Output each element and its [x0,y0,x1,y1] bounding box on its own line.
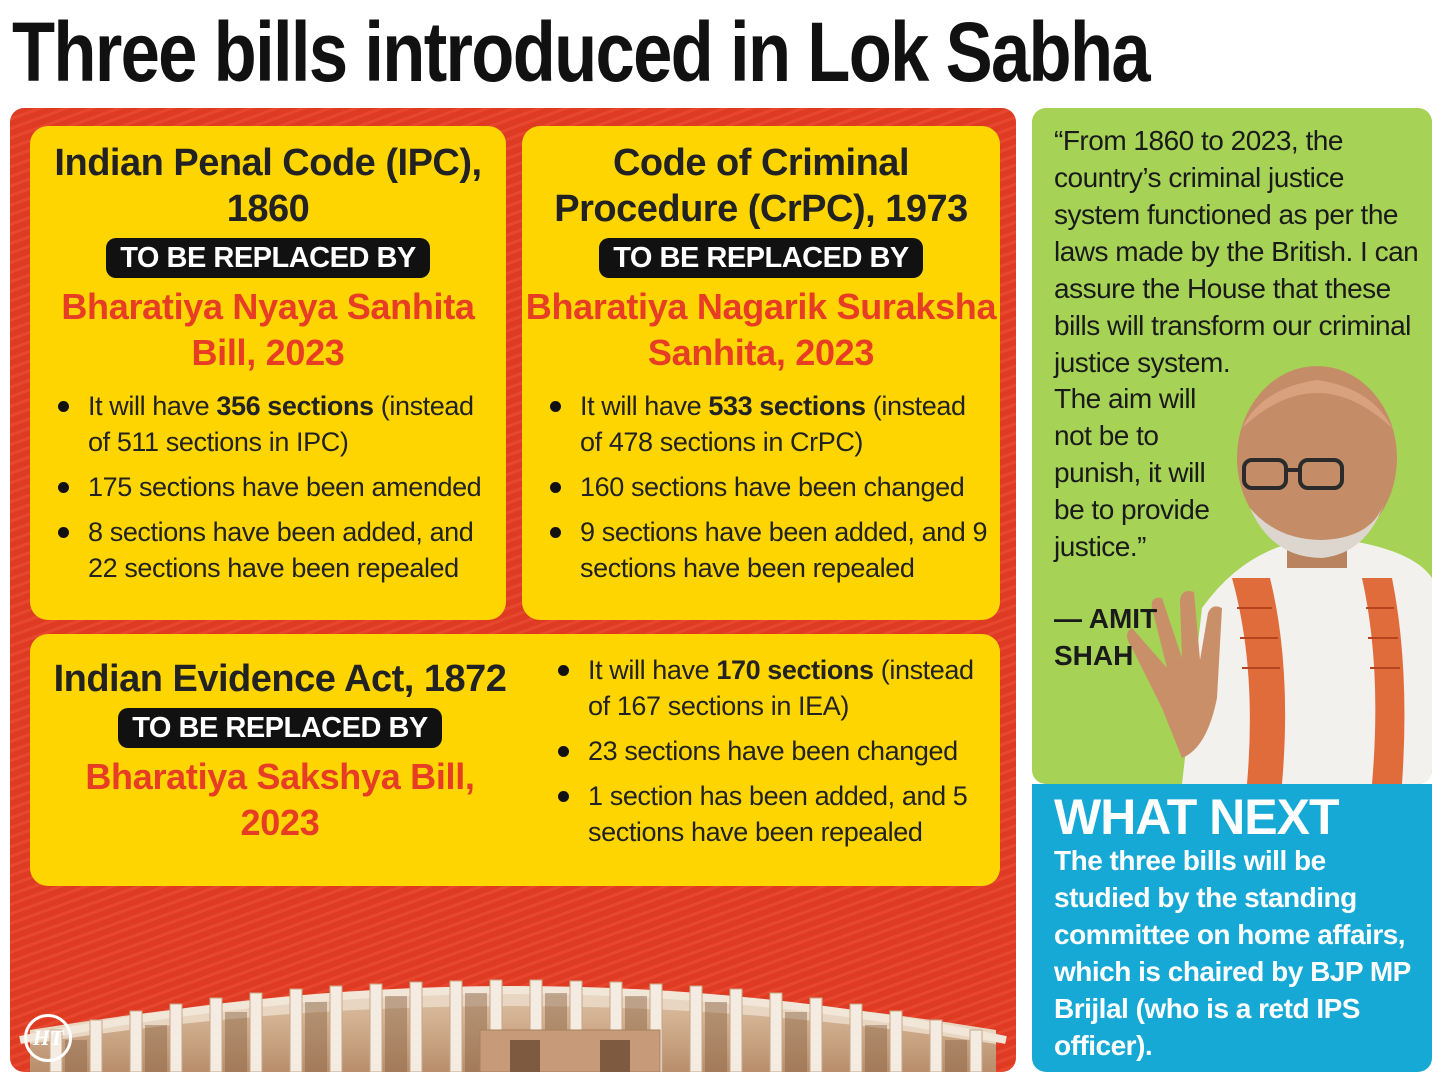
iea-new-law: Bharatiya Sakshya Bill, 2023 [85,756,475,843]
iea-card: Indian Evidence Act, 1872 TO BE REPLACED… [30,634,1000,886]
parliament-building-image [19,979,1007,1072]
quote-attribution: — AMIT SHAH [1054,603,1158,671]
quote-panel: “From 1860 to 2023, the country’s crimin… [1032,108,1432,784]
ht-logo: HT [24,1014,72,1062]
bullet-item: It will have 170 sections (instead of 16… [556,652,986,724]
ipc-card: Indian Penal Code (IPC), 1860 TO BE REPL… [30,126,506,620]
bullet-item: 9 sections have been added, and 9 sectio… [548,514,990,586]
crpc-new-law: Bharatiya Nagarik Suraksha Sanhita, 2023 [525,286,997,373]
bullet-item: 160 sections have been changed [548,469,990,505]
quote-text-top: “From 1860 to 2023, the country’s crimin… [1054,125,1419,378]
crpc-title: Code of Criminal Procedure (CrPC), 1973 [554,142,968,230]
replace-label: TO BE REPLACED BY [118,708,442,748]
ipc-title: Indian Penal Code (IPC), 1860 [54,142,482,230]
amit-shah-portrait [1127,366,1432,784]
ipc-bullets: It will have 356 sections (instead of 51… [30,388,506,586]
iea-bullets: It will have 170 sections (instead of 16… [546,652,996,850]
what-next-title: WHAT NEXT [1054,789,1339,845]
bullet-item: 1 section has been added, and 5 sections… [556,778,986,850]
iea-title: Indian Evidence Act, 1872 [53,658,507,700]
replace-label: TO BE REPLACED BY [599,238,923,278]
bullet-item: 175 sections have been amended [56,469,496,505]
bullet-item: 23 sections have been changed [556,733,986,769]
bills-panel: Indian Penal Code (IPC), 1860 TO BE REPL… [10,108,1016,1072]
ipc-new-law: Bharatiya Nyaya Sanhita Bill, 2023 [61,286,475,373]
bullet-item: 8 sections have been added, and 22 secti… [56,514,496,586]
what-next-panel: WHAT NEXT The three bills will be studie… [1032,784,1432,1072]
headline: Three bills introduced in Lok Sabha [12,5,1151,99]
quote-text-bottom: The aim will not be to punish, it will b… [1054,383,1210,562]
bullet-item: It will have 356 sections (instead of 51… [56,388,496,460]
replace-label: TO BE REPLACED BY [106,238,430,278]
crpc-card: Code of Criminal Procedure (CrPC), 1973 … [522,126,1000,620]
bullet-item: It will have 533 sections (instead of 47… [548,388,990,460]
crpc-bullets: It will have 533 sections (instead of 47… [522,388,1000,586]
what-next-body: The three bills will be studied by the s… [1054,845,1411,1061]
